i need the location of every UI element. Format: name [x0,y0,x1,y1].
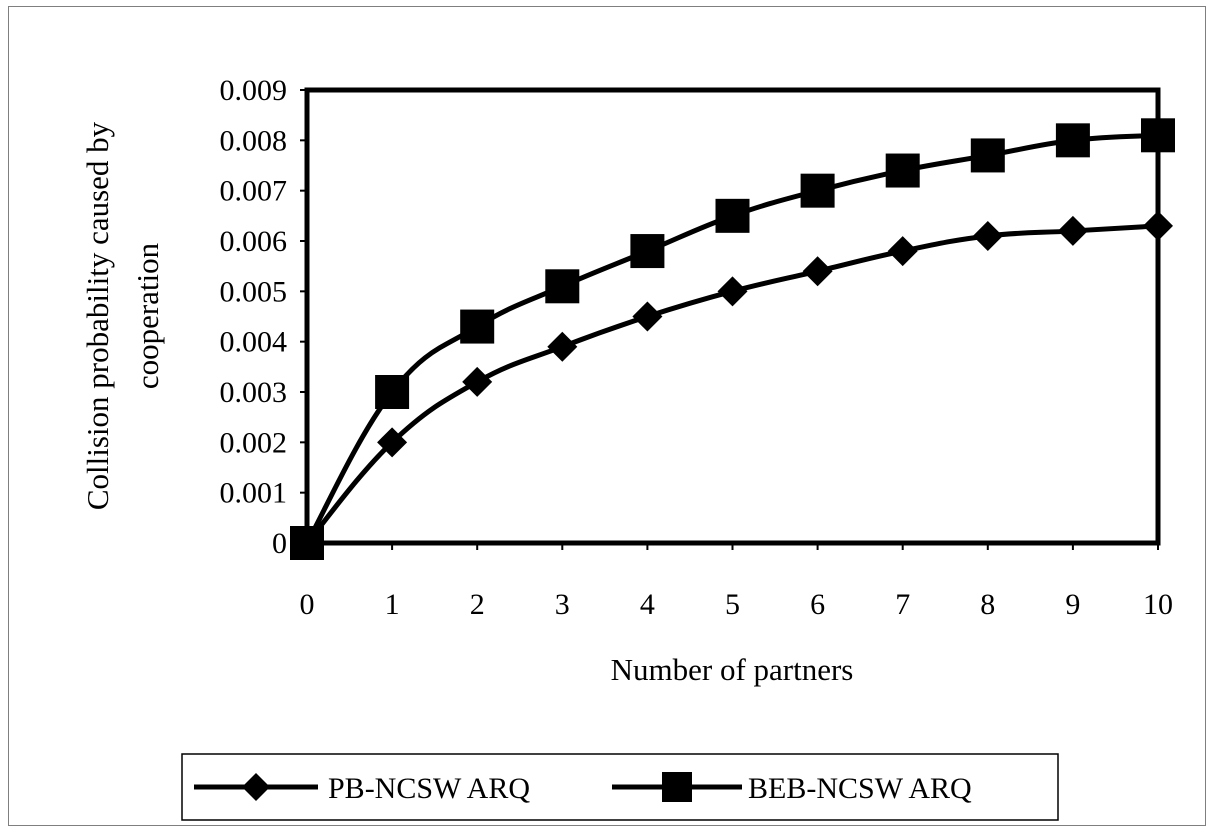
x-axis-ticks: 0 1 2 3 4 5 6 7 8 9 10 [300,543,1173,621]
x-tick-label: 2 [470,588,485,621]
series-beb-ncsw-arq [290,118,1175,560]
y-axis-title-line-1: Collision probability caused by [80,121,115,510]
legend-item: PB-NCSW ARQ [194,772,530,805]
y-tick-label: 0.004 [220,326,288,359]
x-tick-label: 4 [640,588,655,621]
legend-item: BEB-NCSW ARQ [612,772,972,805]
y-tick-label: 0.001 [220,477,288,510]
diamond-marker [887,236,918,267]
y-tick-label: 0.008 [220,124,288,157]
x-tick-label: 3 [555,588,570,621]
x-tick-label: 5 [725,588,740,621]
square-marker [715,198,750,233]
square-marker [800,173,835,208]
diamond-marker [717,276,748,307]
diamond-marker [802,256,833,287]
legend-square-marker [662,772,692,802]
y-tick-label: 0.002 [220,426,288,459]
square-marker [545,269,580,304]
square-marker [375,375,410,409]
y-axis-title: Collision probability caused by cooperat… [80,121,165,510]
diamond-marker [632,301,663,332]
series-pb-ncsw-arq [292,210,1173,558]
y-tick-label: 0.006 [220,225,288,258]
y-axis-ticks: 0 0.001 0.002 0.003 0.004 0.005 0.006 0.007 0.00… [220,74,307,560]
square-marker [970,138,1005,173]
square-marker [290,526,324,560]
y-axis-title-line-2: cooperation [130,242,165,389]
x-tick-label: 10 [1143,588,1173,621]
diamond-marker [462,366,493,397]
series-line [304,132,1159,545]
square-marker [1055,123,1090,158]
y-tick-label: 0.003 [220,376,288,409]
series-layer [290,118,1175,560]
diamond-marker [972,220,1003,251]
y-tick-label: 0.005 [220,275,288,308]
y-tick-label: 0.009 [220,74,288,107]
x-tick-label: 7 [895,588,910,621]
series-line [305,223,1159,545]
diamond-marker [1143,210,1173,241]
square-marker [885,153,920,188]
square-marker [1141,118,1175,153]
x-tick-label: 9 [1065,588,1080,621]
y-tick-label: 0 [272,527,287,560]
legend-diamond-marker [242,773,270,801]
legend: PB-NCSW ARQ BEB-NCSW ARQ [181,753,1059,821]
x-axis-title: Number of partners [611,652,854,687]
diamond-marker [1057,215,1088,246]
legend-label: BEB-NCSW ARQ [748,772,972,805]
square-marker [630,234,665,269]
square-marker [460,309,495,344]
x-tick-label: 0 [300,588,315,621]
y-tick-label: 0.007 [220,175,288,208]
diamond-marker [377,427,408,458]
x-tick-label: 6 [810,588,825,621]
x-tick-label: 8 [980,588,995,621]
x-tick-label: 1 [385,588,400,621]
diamond-marker [547,331,578,362]
plot-area [304,87,1161,546]
chart-frame [8,6,1206,826]
legend-label: PB-NCSW ARQ [328,772,530,805]
